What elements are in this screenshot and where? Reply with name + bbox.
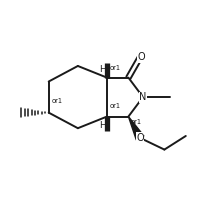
Text: N: N <box>139 92 147 102</box>
Polygon shape <box>129 117 144 140</box>
Text: O: O <box>136 133 144 143</box>
Text: or1: or1 <box>131 119 142 125</box>
Text: O: O <box>137 52 145 62</box>
Text: or1: or1 <box>110 103 121 109</box>
Text: H: H <box>99 121 105 130</box>
Text: H: H <box>99 65 105 74</box>
Text: or1: or1 <box>110 65 121 71</box>
Text: or1: or1 <box>51 98 62 104</box>
